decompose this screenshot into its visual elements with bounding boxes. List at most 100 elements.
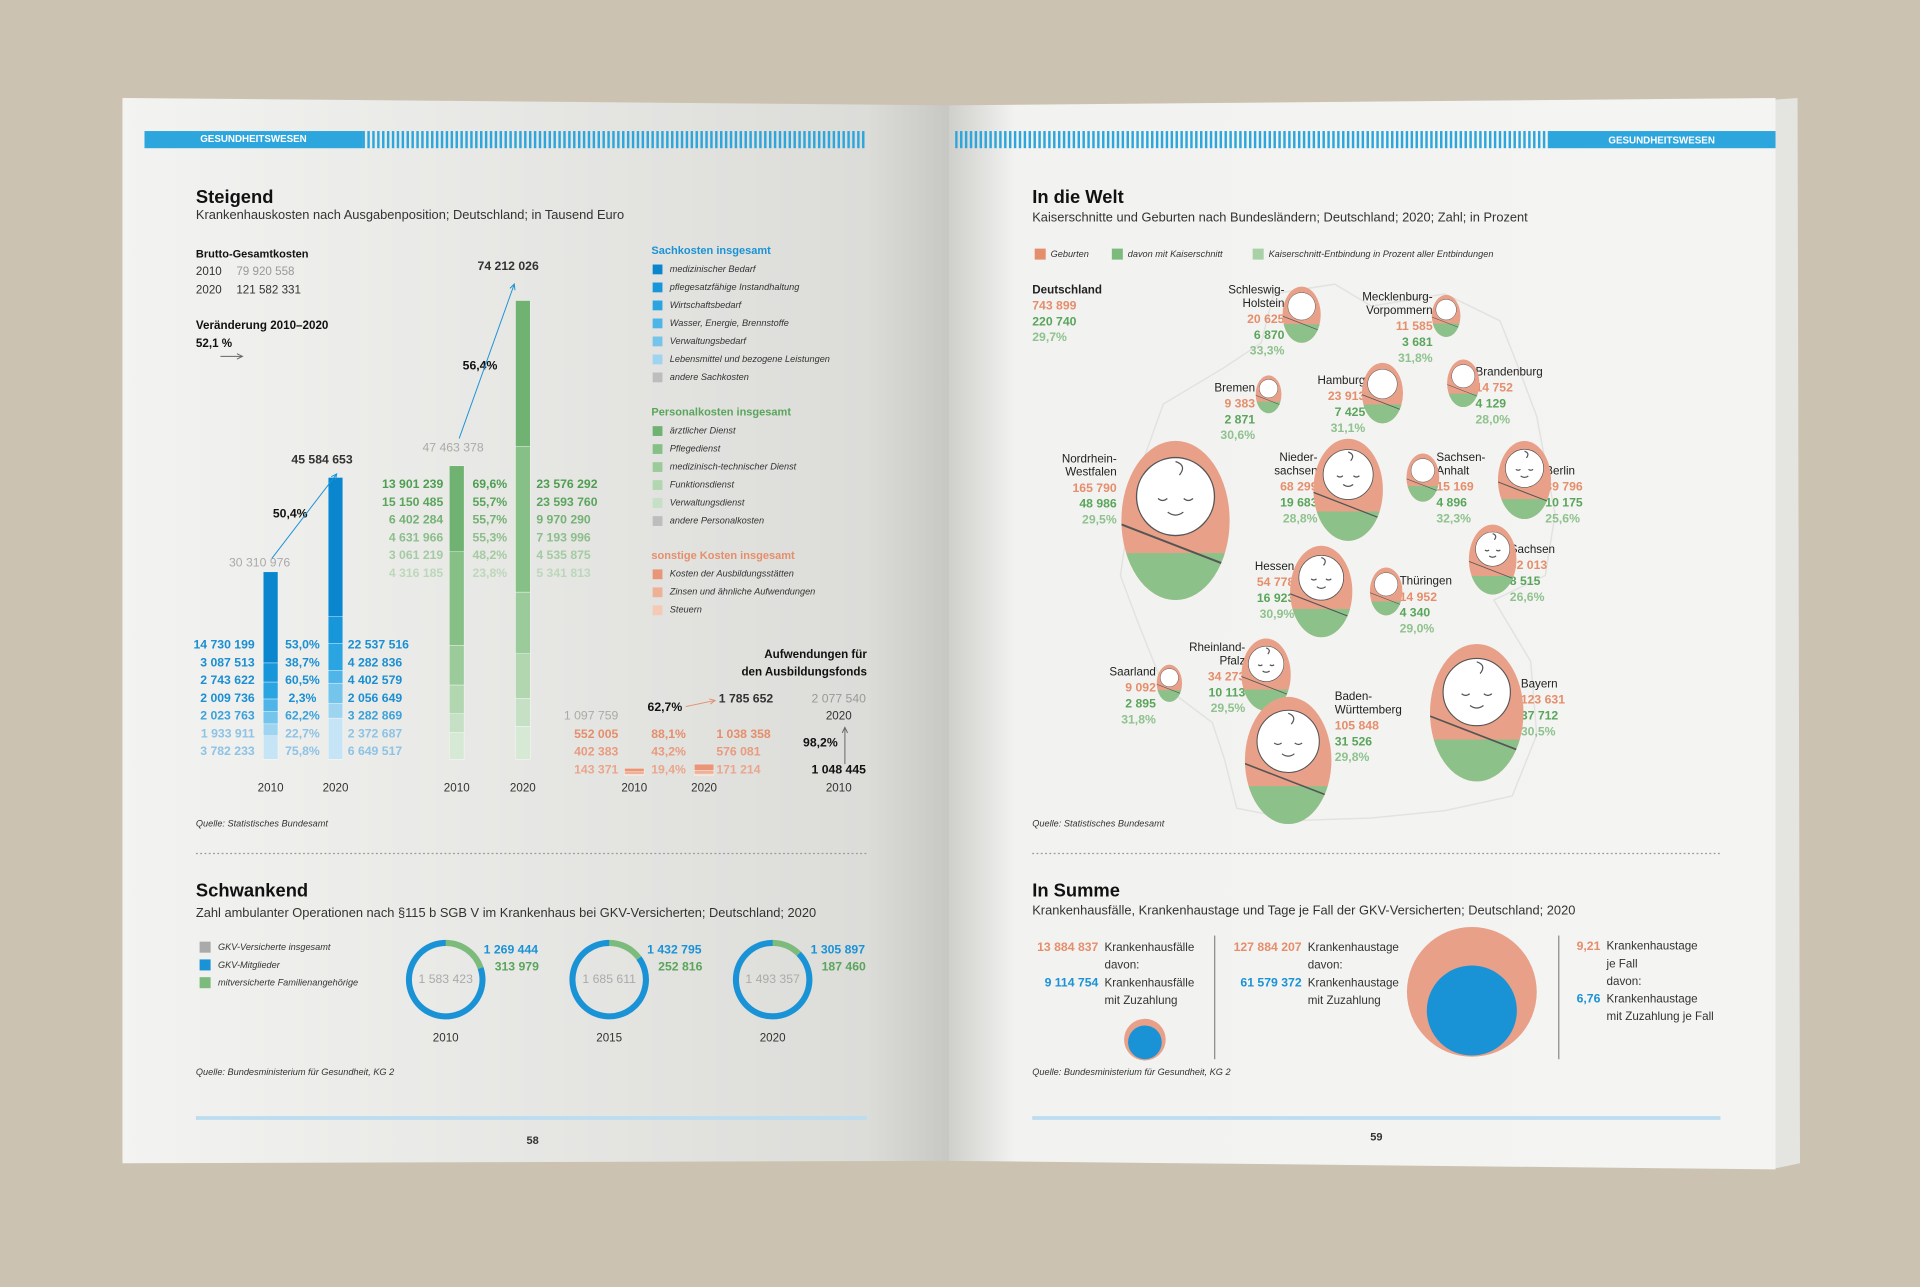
baby-head	[1298, 554, 1345, 601]
text: 37 712	[1521, 709, 1559, 723]
text: 23 913	[1328, 389, 1366, 403]
text: 9 970 290	[536, 513, 591, 527]
text: 29,5%	[1211, 701, 1246, 715]
text: 16 923	[1257, 591, 1295, 605]
left-page	[122, 97, 949, 1164]
baby-head	[1322, 449, 1374, 500]
legend-swatch	[652, 372, 663, 383]
text: 2 895	[1125, 696, 1156, 710]
baby	[1241, 638, 1291, 711]
header-band	[1548, 131, 1776, 149]
legend-swatch	[652, 354, 663, 365]
text: 2 077 540	[812, 691, 867, 705]
legend-label: Lebensmittel und bezogene Leistungen	[670, 354, 830, 364]
blanket	[1468, 560, 1515, 580]
legend-label: Kosten der Ausbildungsstätten	[670, 569, 794, 579]
baby	[1255, 375, 1282, 414]
baby-head	[1410, 458, 1435, 483]
legend-swatch	[1252, 248, 1264, 260]
bar-segment	[327, 616, 344, 644]
text: 52,1 %	[196, 337, 233, 350]
subtitle: Kaiserschnitte und Geburten nach Bundesl…	[1032, 209, 1528, 224]
text: 32 013	[1510, 558, 1548, 572]
state-name: Bremen	[1214, 381, 1255, 394]
bar-segment	[449, 551, 465, 646]
arrow-head	[236, 353, 244, 360]
text: 23,8%	[472, 566, 507, 580]
text: 3 087 513	[200, 655, 255, 669]
bar-segment	[263, 711, 279, 725]
arrow-head	[841, 726, 849, 734]
bar-segment	[624, 768, 645, 772]
baby-head	[1505, 448, 1544, 488]
state-name: Berlin	[1545, 465, 1575, 478]
legend-label: Wirtschaftsbedarf	[670, 300, 743, 310]
legend-swatch	[1111, 248, 1123, 260]
bar-segment	[263, 662, 279, 683]
page-number: 58	[527, 1135, 539, 1147]
text: 171 214	[716, 762, 760, 776]
text: Krankenhaustage	[1308, 976, 1399, 989]
state-name: Nordrhein-	[1062, 452, 1117, 465]
baby-caesarean	[1447, 393, 1480, 408]
text: 75,8%	[285, 744, 320, 758]
text: 2010	[826, 782, 852, 795]
legend-label: davon mit Kaiserschnitt	[1128, 249, 1223, 259]
text: 7 193 996	[536, 530, 591, 544]
blanket	[1156, 683, 1181, 694]
arrow-head	[509, 283, 516, 291]
donut-segment	[569, 939, 649, 1020]
text: 2020	[826, 709, 852, 722]
total: 45 584 653	[291, 453, 352, 467]
text: 28,8%	[1283, 511, 1318, 525]
baby-head	[1287, 292, 1316, 321]
text: 4 340	[1400, 606, 1431, 620]
text: 1 048 445	[812, 762, 867, 776]
state-name: Pfalz	[1219, 654, 1245, 667]
legend-swatch	[199, 977, 211, 989]
state-name: Bayern	[1521, 678, 1558, 691]
text: 33,3%	[1250, 344, 1285, 358]
legend-swatch	[652, 426, 663, 436]
baby-head	[1135, 456, 1216, 537]
text: 220 740	[1032, 314, 1076, 328]
bar-segment	[263, 723, 279, 737]
bar-segment	[263, 698, 279, 712]
text: 14 752	[1476, 380, 1514, 394]
text: mit Zuzahlung	[1104, 994, 1177, 1007]
year-label: 2020	[323, 782, 349, 795]
text: Aufwendungen für	[764, 648, 867, 661]
text: Krankenhaustage	[1308, 941, 1399, 954]
baby-caesarean	[1156, 690, 1183, 702]
header-band	[144, 131, 363, 149]
text: 43,2%	[651, 745, 686, 759]
blanket	[1255, 394, 1281, 406]
blanket	[1290, 593, 1350, 618]
bar-segment	[327, 477, 344, 617]
label: Veränderung 2010–2020	[196, 319, 328, 332]
baby-caesarean	[1369, 601, 1403, 616]
baby	[1244, 696, 1332, 825]
year-label: 2010	[433, 1031, 459, 1044]
legend-swatch	[652, 444, 663, 454]
blanket	[1361, 394, 1402, 411]
total: 47 463 378	[422, 440, 483, 454]
bar-segment	[449, 684, 465, 714]
text: 48,2%	[472, 548, 507, 562]
text: davon:	[1607, 975, 1642, 988]
baby	[1282, 286, 1321, 343]
state-name: Thüringen	[1400, 575, 1452, 588]
text: 5 341 813	[536, 566, 591, 580]
text: 4 896	[1436, 496, 1467, 510]
text: 55,7%	[472, 513, 507, 527]
bar-segment	[694, 763, 715, 771]
text: 14 730 199	[193, 638, 254, 652]
share-circle	[1128, 1025, 1162, 1060]
baby-caesarean	[1361, 404, 1404, 424]
text: 143 371	[574, 762, 618, 776]
baby	[1406, 453, 1440, 502]
text: 4 402 579	[348, 673, 403, 687]
state-name: Hessen	[1255, 560, 1294, 573]
donut-total: 1 493 357	[745, 972, 800, 986]
share-circle	[1426, 965, 1517, 1056]
